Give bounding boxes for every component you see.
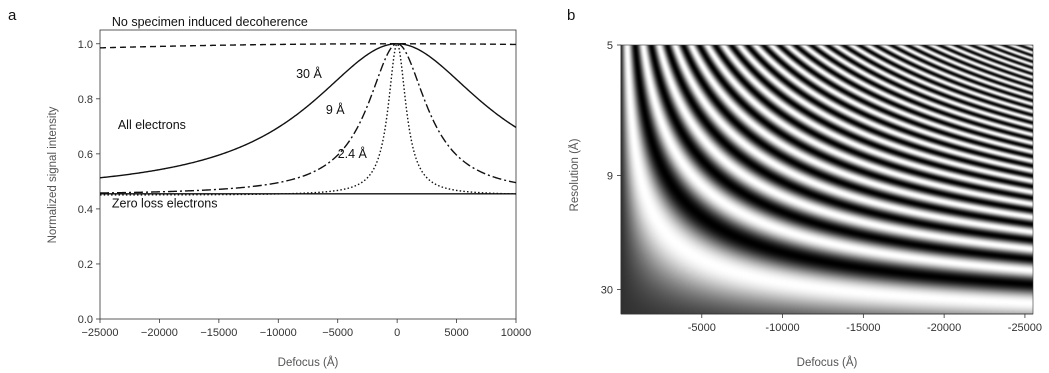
x-tick-label: -10000: [765, 322, 799, 334]
series-lines: [99, 42, 517, 196]
y-axis-label: Normalized signal intensity: [47, 106, 59, 243]
annotation-4: 2.4 Å: [338, 146, 368, 161]
annotation-6: Zero loss electrons: [112, 197, 218, 211]
x-tick-label: -15000: [846, 322, 880, 334]
x-tick-label: −10000: [260, 327, 297, 339]
annotation-1: No specimen induced decoherence: [112, 15, 308, 29]
y-axis-ticks: 5 9 30: [601, 40, 621, 297]
annotation-3: 9 Å: [326, 102, 345, 117]
series-line-3: [99, 43, 517, 194]
x-tick-label: −5000: [322, 327, 353, 339]
x-tick-label: -20000: [927, 322, 961, 334]
line-chart-panel-a: −25000 −20000 −15000 −10000 −5000 0 5000 10000 …: [47, 15, 531, 369]
y-axis-label: Resolution (Å): [568, 138, 581, 211]
heatmap-panel-b: -5000 -10000 -15000 -20000 -25000 5 9 30 Defoc…: [568, 40, 1042, 369]
x-axis-ticks: -5000 -10000 -15000 -20000 -25000: [688, 314, 1042, 334]
x-tick-label: −20000: [141, 327, 178, 339]
y-tick-label: 0.6: [78, 149, 93, 161]
y-tick-label: 1.0: [78, 39, 93, 51]
y-tick-label: 0.0: [78, 314, 93, 326]
series-line-2: [99, 43, 517, 179]
y-tick-label: 0.2: [78, 259, 93, 271]
annotations: No specimen induced decoherence 30 Å 9 Å 2.…: [112, 15, 368, 211]
panel-b-letter: b: [567, 7, 575, 24]
y-tick-label: 9: [607, 170, 613, 182]
x-axis-label: Defocus (Å): [278, 356, 339, 369]
x-axis-ticks: −25000 −20000 −15000 −10000 −5000 0 5000 10000: [81, 319, 531, 339]
plot-area-frame: [99, 29, 517, 320]
x-tick-label: -5000: [688, 322, 716, 334]
x-tick-label: 0: [394, 327, 400, 339]
y-tick-label: 0.8: [78, 94, 93, 106]
x-tick-label: −25000: [81, 327, 118, 339]
series-line-4: [100, 42, 517, 196]
x-tick-label: 5000: [444, 327, 468, 339]
annotation-2: 30 Å: [296, 66, 322, 81]
panel-a-letter: a: [8, 7, 17, 24]
annotation-5: All electrons: [118, 118, 186, 132]
y-tick-label: 0.4: [78, 204, 93, 216]
x-tick-label: -25000: [1008, 322, 1042, 334]
heatmap-image: [621, 45, 1033, 314]
series-line-1: [99, 43, 517, 49]
x-tick-label: 10000: [501, 327, 532, 339]
y-tick-label: 5: [607, 40, 613, 52]
y-axis-ticks: 0.0 0.2 0.4 0.6 0.8 1.0: [78, 39, 100, 326]
x-tick-label: −15000: [200, 327, 237, 339]
x-axis-label: Defocus (Å): [797, 356, 858, 369]
y-tick-label: 30: [601, 285, 613, 297]
